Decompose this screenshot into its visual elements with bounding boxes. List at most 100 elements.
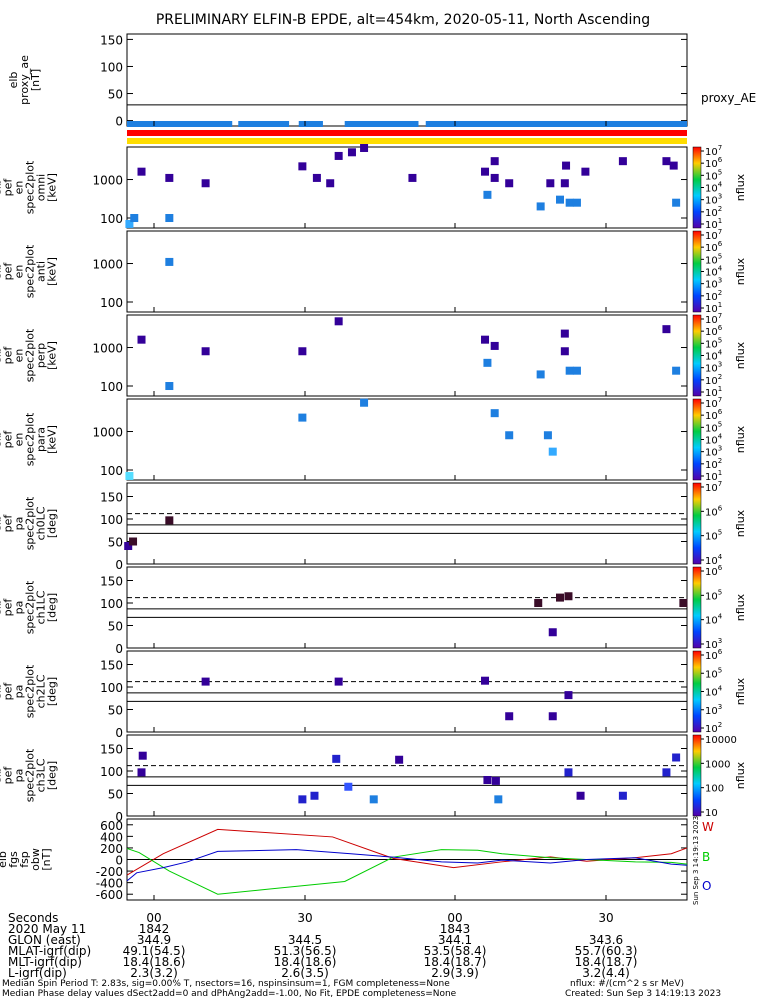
colorbar-label: nflux	[734, 509, 747, 537]
data-cell	[490, 157, 499, 166]
data-cell	[618, 791, 627, 800]
status-bar-red	[127, 130, 687, 136]
ylabel-word: pef	[2, 178, 15, 197]
xaxis-row-value: 3.2(4.4)	[582, 966, 630, 980]
data-cell	[490, 173, 499, 182]
ylabel-word: spec2plot	[24, 748, 37, 802]
legend-W: W	[702, 820, 714, 834]
cb-tick-label: 105	[705, 588, 722, 602]
ylabel-word: spec2plot	[24, 580, 37, 634]
xaxis-row-value: 55.7(60.3)	[575, 944, 638, 958]
ylabel-word: [deg]	[46, 593, 59, 622]
ytick-label: 0	[115, 115, 123, 129]
colorbar-label: nflux	[734, 593, 747, 621]
data-cell	[491, 776, 500, 785]
colorbar-pef_pa_spec2plot_ch2LC	[692, 650, 702, 733]
xaxis-row-value: 1842	[139, 922, 170, 936]
ylabel-word: obw	[29, 848, 42, 871]
data-cell	[165, 173, 174, 182]
data-cell	[536, 370, 545, 379]
colorbar-label: nflux	[734, 173, 747, 201]
data-cell	[556, 593, 565, 602]
ytick-label: 100	[100, 681, 123, 695]
data-cell	[562, 161, 571, 170]
data-cell	[662, 157, 671, 166]
data-cell	[505, 431, 514, 440]
cb-tick-label: 105	[705, 666, 722, 680]
cb-tick-exp: 5	[718, 252, 722, 260]
cb-tick-label: 104	[705, 613, 723, 627]
data-cell	[332, 754, 341, 763]
cb-tick-exp: 7	[718, 480, 722, 488]
x-axis-labels: Seconds 00 30 00 30 2020 May 11 1842 1843 GLON (…	[8, 911, 637, 980]
ytick-label: 100	[100, 597, 123, 611]
data-cell	[490, 341, 499, 350]
ylabel-word: pa	[13, 517, 26, 531]
series-line-B	[126, 848, 688, 895]
series-line-W	[126, 828, 688, 876]
ytick-label: 1000	[92, 342, 123, 356]
ylabel-word: [deg]	[46, 761, 59, 790]
status-bar-blue-segment	[425, 121, 687, 127]
xaxis-row-value: 53.5(58.4)	[424, 944, 487, 958]
cb-tick-exp: 6	[718, 324, 723, 332]
ylabel-word: en	[13, 181, 26, 195]
ylabel-word: spec2plot	[24, 412, 37, 466]
data-cell	[662, 325, 671, 334]
ytick-label: 400	[100, 830, 123, 844]
ylabel-word: [keV]	[46, 425, 59, 454]
cb-tick-exp: 1	[718, 217, 722, 225]
cb-tick-label: 100	[705, 784, 724, 795]
cb-tick-label: 1000	[705, 759, 730, 770]
cb-tick-exp: 3	[718, 703, 722, 711]
data-cell	[137, 335, 146, 344]
panel-frame-pef_pa_spec2plot_ch2LC	[126, 650, 688, 733]
data-cell	[483, 776, 492, 784]
data-cell	[483, 358, 492, 367]
data-cell	[672, 366, 681, 375]
timestamp-vertical: Sun Sep 3 14:19:13 2023	[692, 816, 700, 905]
ylabel-word: [keV]	[46, 257, 59, 286]
data-cell	[672, 198, 681, 207]
data-cell	[546, 179, 555, 188]
cb-tick-exp: 3	[718, 193, 722, 201]
ylabel-word: elb	[0, 515, 4, 532]
ylabel-word: ch3LC	[35, 758, 48, 792]
ylabel-word: [keV]	[46, 341, 59, 370]
data-cell	[572, 198, 581, 207]
data-cell	[576, 791, 585, 800]
cb-tick-exp: 6	[718, 564, 723, 572]
data-cell	[564, 592, 573, 601]
ylabel-word: pa	[13, 685, 26, 699]
data-cell	[408, 173, 417, 182]
data-cell	[137, 768, 146, 777]
cb-tick-exp: 6	[718, 648, 723, 656]
panel-frame-pef_pa_spec2plot_ch3LC	[126, 734, 688, 817]
cb-tick-exp: 7	[718, 396, 722, 404]
cb-tick-exp: 2	[718, 205, 722, 213]
ytick-label: 1000	[92, 426, 123, 440]
cb-tick-exp: 5	[718, 336, 722, 344]
data-cell	[548, 712, 557, 721]
data-cell	[679, 599, 688, 607]
cb-tick-exp: 5	[718, 420, 722, 428]
xaxis-row-label: 2020 May 11	[8, 922, 86, 936]
cb-tick-exp: 2	[718, 289, 722, 297]
ylabel-word: pef	[2, 262, 15, 281]
xaxis-row-label: L-igrf(dip)	[8, 966, 67, 980]
panel-frame-pef_en_spec2plot_para	[126, 398, 688, 481]
cb-tick-exp: 4	[718, 433, 723, 441]
ylabel-word: pef	[2, 682, 15, 701]
ytick-label: 150	[100, 575, 123, 589]
data-cell	[137, 167, 146, 176]
ylabel-word: elb	[7, 72, 20, 89]
data-cell	[505, 712, 514, 721]
colorbar-pef_pa_spec2plot_ch0LC	[692, 482, 702, 565]
ylabel-word: spec2plot	[24, 244, 37, 298]
xaxis-row-value: 2.9(3.9)	[431, 966, 479, 980]
ylabel-word: [nT]	[29, 69, 42, 91]
footer-line-2: Median Phase delay values dSect2add=0 an…	[2, 989, 457, 999]
